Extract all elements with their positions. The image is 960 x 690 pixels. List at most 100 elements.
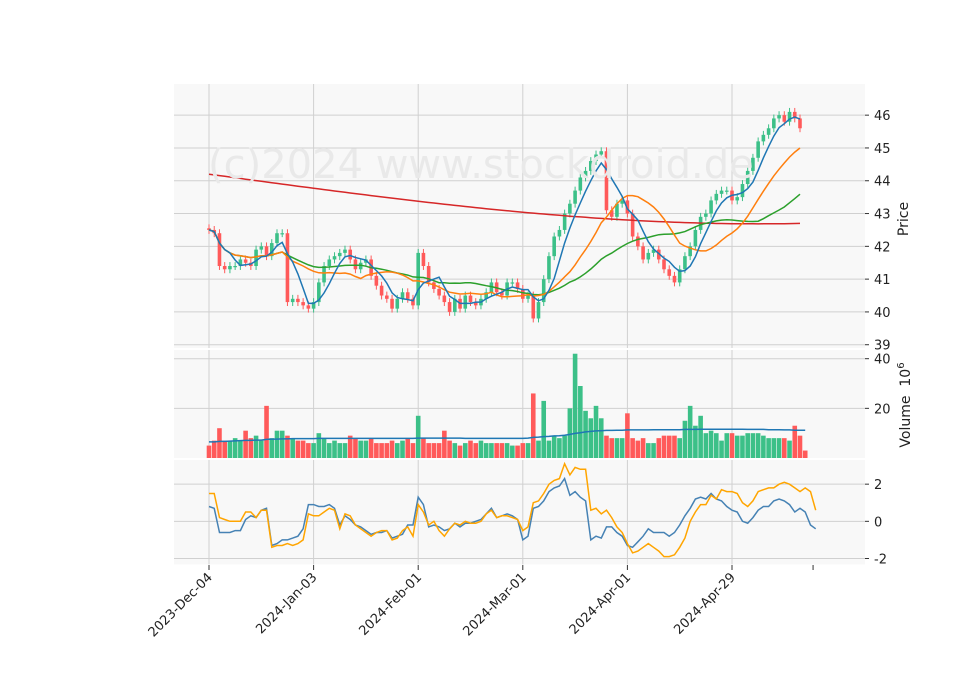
candle-body [777,115,781,119]
candle-body [296,298,300,303]
volume-bar [802,450,808,458]
price-background [174,84,865,348]
candle-body [301,302,305,306]
candle-body [536,302,541,319]
candle-body [358,262,363,270]
candle-body [515,282,520,289]
candle-body [280,233,285,235]
candle-body [688,246,692,257]
candle-body [337,252,342,257]
volume-bar [677,438,682,458]
volume-bar [646,443,651,458]
volume-bar [457,445,463,458]
candle-body [620,200,624,204]
ma-long-line [208,173,801,225]
candle-body [646,252,651,260]
candle-body [510,282,515,284]
price-panel: 39 40 41 42 43 44 45 46 [174,84,891,354]
price-ytick-label: 41 [874,273,891,288]
volume-bar [232,438,238,458]
indicator-line-b [209,461,817,558]
candle-body [222,266,227,270]
volume-bar [321,438,327,458]
indicator-background [174,460,865,565]
ma-15-line [208,147,801,298]
volume-bar [510,445,515,458]
candle-body [562,213,567,230]
candle-body [348,249,353,260]
candle-body [343,249,347,253]
price-ytick-label: 46 [874,109,891,124]
volume-bar [279,430,285,458]
volume-bar [374,443,379,458]
candle-body [641,246,645,260]
candle-body [374,275,379,286]
candle-body [599,151,604,155]
volume-ytick-label: 40 [874,353,891,368]
ma-5-line [208,116,801,305]
volume-axis-label: Volume 106 [896,362,914,447]
candle-body [792,111,797,119]
volume-bar [530,393,536,458]
candle-body [405,292,410,299]
volume-bar [222,440,227,458]
candle-body [609,210,614,217]
x-tick-label: 2023-Dec-04 [146,570,216,640]
volume-bar [248,438,254,458]
candle-body [306,305,311,309]
volume-bar [504,443,510,458]
volume-bar [614,438,620,458]
volume-bar [426,443,431,458]
candle-body [275,233,279,244]
volume-bar [394,443,400,458]
volume-bar [489,443,494,458]
candle-body [327,259,332,267]
candle-body [588,161,593,171]
volume-bar [734,435,740,458]
volume-bar [494,443,499,458]
candle-body [432,282,436,289]
candle-body [651,249,656,253]
volume-bar [358,440,363,458]
candle-body [395,298,400,309]
candle-body [322,266,326,283]
volume-bar [792,425,798,458]
candle-body [259,246,264,250]
volume-bar [400,440,405,458]
volume-bar [243,430,248,458]
candle-body [290,298,295,303]
volume-bar [332,440,337,458]
candle-body [615,203,619,217]
price-ytick-label: 42 [874,240,891,255]
price-axis-label: Price [896,202,912,236]
candle-body [583,170,588,178]
volume-bar [546,440,552,458]
x-tick-label: 2024-Jan-03 [253,570,320,637]
volume-bar [462,443,468,458]
volume-bar [682,420,688,458]
volume-bar [714,433,719,458]
volume-bar [724,433,730,458]
candle-body [719,190,724,194]
volume-bar [431,443,437,458]
volume-bar [593,405,599,458]
candle-body [526,295,530,299]
volume-bar [687,405,693,458]
volume-bar [750,433,756,458]
volume-bar [666,435,672,458]
candle-body [630,213,635,237]
volume-bar [211,440,217,458]
candle-body [756,141,760,158]
volume-bar [572,353,578,458]
candle-body [500,292,504,296]
volume-bar [405,438,411,458]
volume-bar [274,430,280,458]
volume-bar [520,443,526,458]
candle-body [385,295,389,299]
candle-body [447,302,452,312]
x-tick-label: 2024-Mar-01 [461,570,530,639]
indicator-ytick-label: -2 [874,552,887,567]
volume-bar [238,440,243,458]
candle-body [484,292,488,299]
volume-bar [206,445,212,458]
